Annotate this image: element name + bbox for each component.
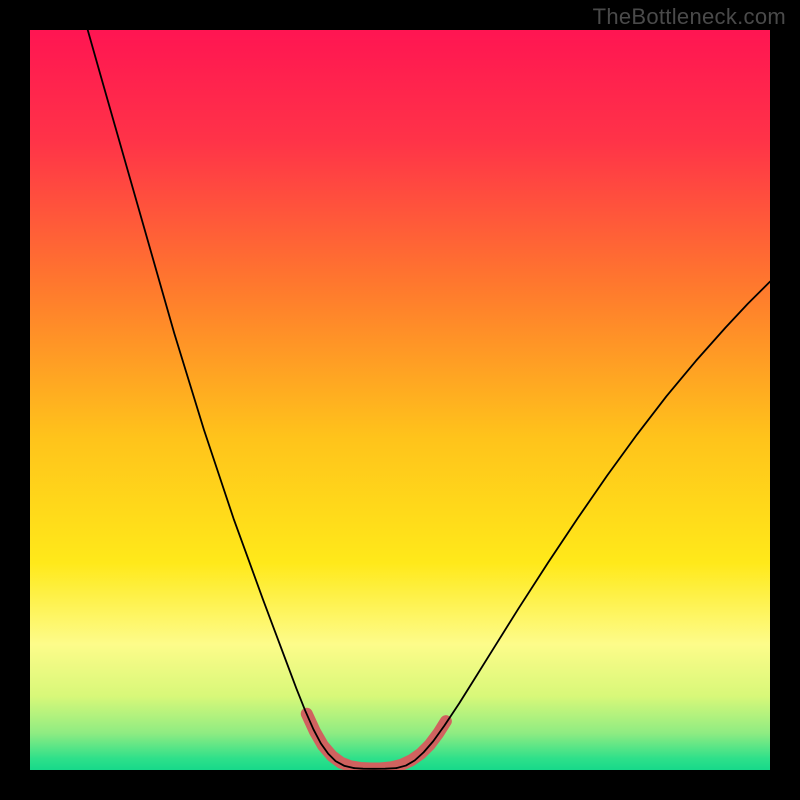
chart-container: TheBottleneck.com xyxy=(0,0,800,800)
gradient-background xyxy=(30,30,770,770)
curve-bottom-flat xyxy=(354,768,396,769)
watermark-text: TheBottleneck.com xyxy=(593,4,786,30)
bottleneck-chart xyxy=(0,0,800,800)
